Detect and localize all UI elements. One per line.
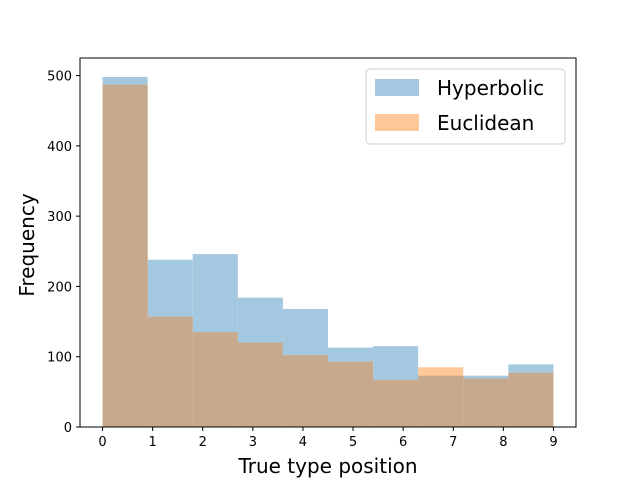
x-tick-label: 7 bbox=[449, 435, 457, 450]
y-tick-label: 500 bbox=[47, 70, 72, 85]
y-tick-label: 300 bbox=[47, 210, 72, 225]
bar-overlap-8 bbox=[463, 378, 509, 427]
bar-overlap-6 bbox=[373, 379, 419, 427]
x-tick-label: 6 bbox=[399, 435, 407, 450]
legend: Hyperbolic Euclidean bbox=[365, 68, 566, 145]
x-tick-label: 0 bbox=[98, 435, 106, 450]
legend-swatch-euclidean bbox=[375, 114, 419, 131]
x-tick-label: 2 bbox=[199, 435, 207, 450]
x-tick-label: 9 bbox=[549, 435, 557, 450]
bar-overlap-9 bbox=[508, 372, 554, 427]
x-tick-label: 1 bbox=[149, 435, 157, 450]
x-tick-label: 8 bbox=[499, 435, 507, 450]
legend-swatch-hyperbolic bbox=[375, 79, 419, 96]
legend-label-hyperbolic: Hyperbolic bbox=[437, 76, 544, 100]
y-axis-ticks: 0 100 200 300 400 500 bbox=[47, 70, 80, 436]
x-tick-label: 5 bbox=[349, 435, 357, 450]
x-tick-label: 3 bbox=[249, 435, 257, 450]
y-axis-label: Frequency bbox=[15, 193, 39, 296]
x-axis-ticks: 0 1 2 3 4 5 6 7 8 9 bbox=[98, 427, 558, 450]
bar-overlap-3 bbox=[237, 342, 283, 427]
bar-overlap-7 bbox=[418, 375, 464, 427]
bar-overlap-2 bbox=[192, 332, 238, 427]
bar-overlap-5 bbox=[328, 361, 374, 427]
overlap-bars bbox=[102, 84, 554, 428]
bar-overlap-1 bbox=[147, 316, 193, 427]
bar-overlap-4 bbox=[282, 355, 328, 427]
legend-label-euclidean: Euclidean bbox=[437, 111, 534, 135]
y-tick-label: 200 bbox=[47, 280, 72, 295]
x-axis-label: True type position bbox=[237, 454, 417, 478]
y-tick-label: 100 bbox=[47, 351, 72, 366]
bar-overlap-0 bbox=[102, 84, 148, 428]
y-tick-label: 400 bbox=[47, 140, 72, 155]
plot-frame bbox=[79, 57, 577, 428]
x-tick-label: 4 bbox=[299, 435, 307, 450]
y-tick-label: 0 bbox=[64, 421, 72, 436]
